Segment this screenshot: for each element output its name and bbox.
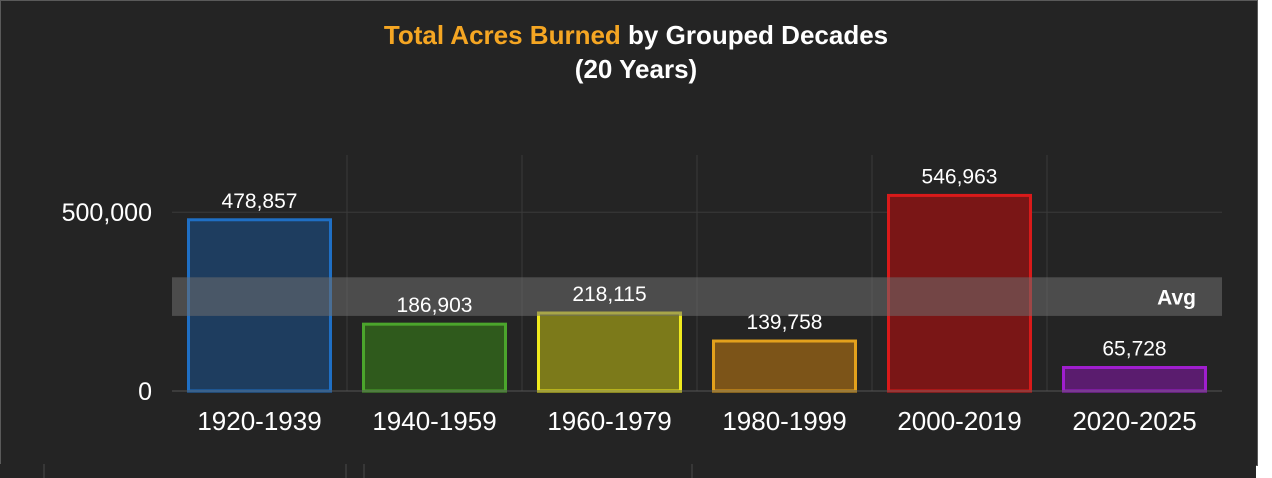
bar xyxy=(712,339,857,393)
data-label: 218,115 xyxy=(572,283,646,306)
y-tick-label: 0 xyxy=(138,378,152,406)
data-label: 546,963 xyxy=(922,165,998,188)
data-label: 65,728 xyxy=(1102,337,1166,360)
chart-title-rest: by Grouped Decades xyxy=(628,20,889,50)
data-label: 186,903 xyxy=(397,294,473,317)
x-tick-label: 1960-1979 xyxy=(547,406,671,436)
x-tick-label: 1980-1999 xyxy=(722,406,846,436)
average-band xyxy=(172,277,1222,316)
chart-title: Total Acres Burned by Grouped Decades (2… xyxy=(0,18,1272,86)
bar xyxy=(362,322,507,393)
y-tick-label: 500,000 xyxy=(62,199,152,227)
bar xyxy=(1062,365,1207,393)
footer-strip xyxy=(0,464,1256,478)
chart-subtitle: (20 Years) xyxy=(574,54,698,84)
x-tick-label: 2000-2019 xyxy=(897,406,1021,436)
data-label: 478,857 xyxy=(222,190,298,213)
average-band-label: Avg xyxy=(1157,287,1196,310)
chart-title-highlight: Total Acres Burned xyxy=(383,20,621,50)
bar xyxy=(537,311,682,393)
x-tick-label: 1940-1959 xyxy=(372,406,496,436)
x-tick-label: 2020-2025 xyxy=(1072,406,1196,436)
data-label: 139,758 xyxy=(747,311,823,334)
x-tick-label: 1920-1939 xyxy=(197,406,321,436)
